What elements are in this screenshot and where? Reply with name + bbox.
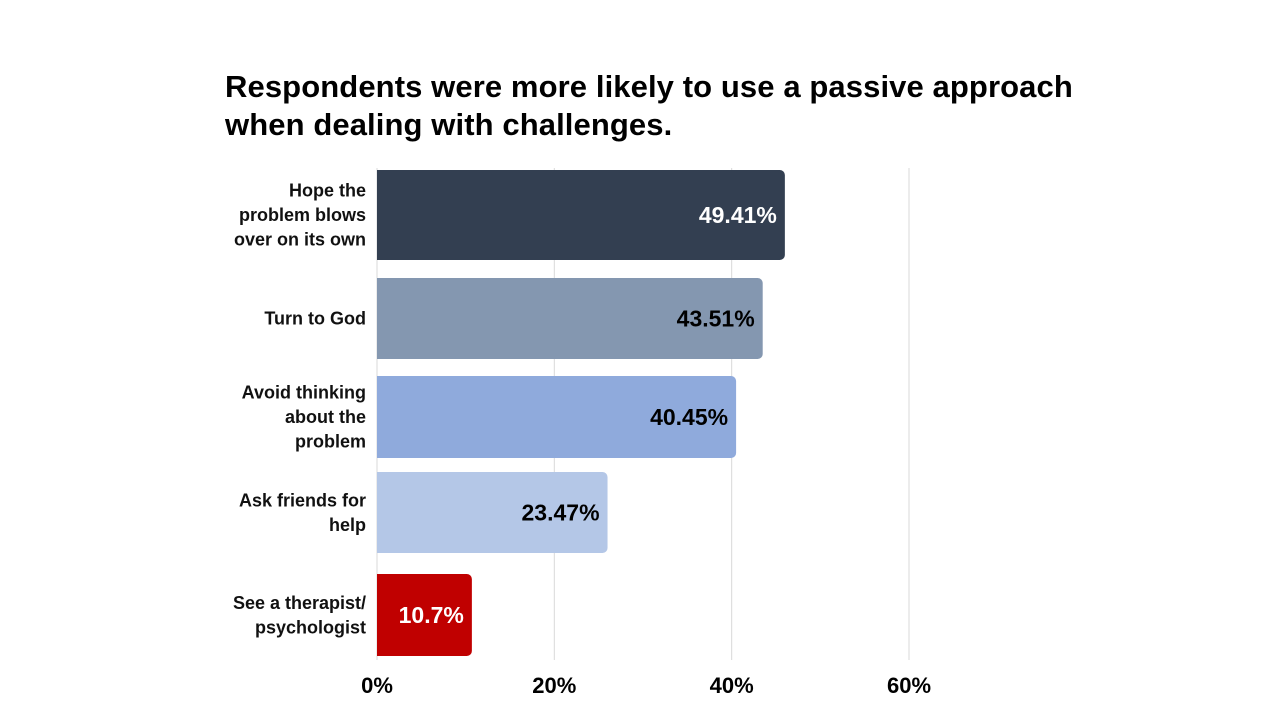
bar-base <box>377 376 385 458</box>
category-labels: Hope the problem blows over on its own Turn… <box>233 181 366 638</box>
bar-value-label: 40.45% <box>650 404 728 430</box>
category-label: Turn to God <box>264 309 366 329</box>
category-label: help <box>329 515 366 535</box>
bar-value-label: 49.41% <box>699 202 777 228</box>
bar-value-label: 43.51% <box>677 306 755 332</box>
bar <box>377 574 472 656</box>
x-tick-label: 60% <box>887 673 931 698</box>
bar-base <box>377 472 385 553</box>
x-axis-ticks: 0% 20% 40% 60% <box>361 673 931 698</box>
bar <box>377 278 763 359</box>
category-label: problem <box>295 432 366 452</box>
bar-base <box>377 170 385 260</box>
bar <box>377 376 737 458</box>
category-label: See a therapist/ <box>233 593 366 613</box>
bar <box>377 170 785 260</box>
category-label: over on its own <box>234 230 366 250</box>
category-label: about the <box>285 407 366 427</box>
bar-value-label: 23.47% <box>522 500 600 526</box>
bars: 49.41% 43.51% 40.45% 23.47% 10.7% <box>377 170 785 656</box>
bar-value-label: 10.7% <box>399 602 464 628</box>
category-label: problem blows <box>239 205 366 225</box>
category-label: Hope the <box>289 181 366 201</box>
x-tick-label: 20% <box>532 673 576 698</box>
category-label: Ask friends for <box>239 490 366 510</box>
x-tick-label: 0% <box>361 673 393 698</box>
x-tick-label: 40% <box>710 673 754 698</box>
bar-base <box>377 278 385 359</box>
category-label: Avoid thinking <box>242 383 366 403</box>
category-label: psychologist <box>255 617 366 637</box>
chart-title: Respondents were more likely to use a pa… <box>225 69 1073 142</box>
bar-base <box>377 574 385 656</box>
bar <box>377 472 608 553</box>
